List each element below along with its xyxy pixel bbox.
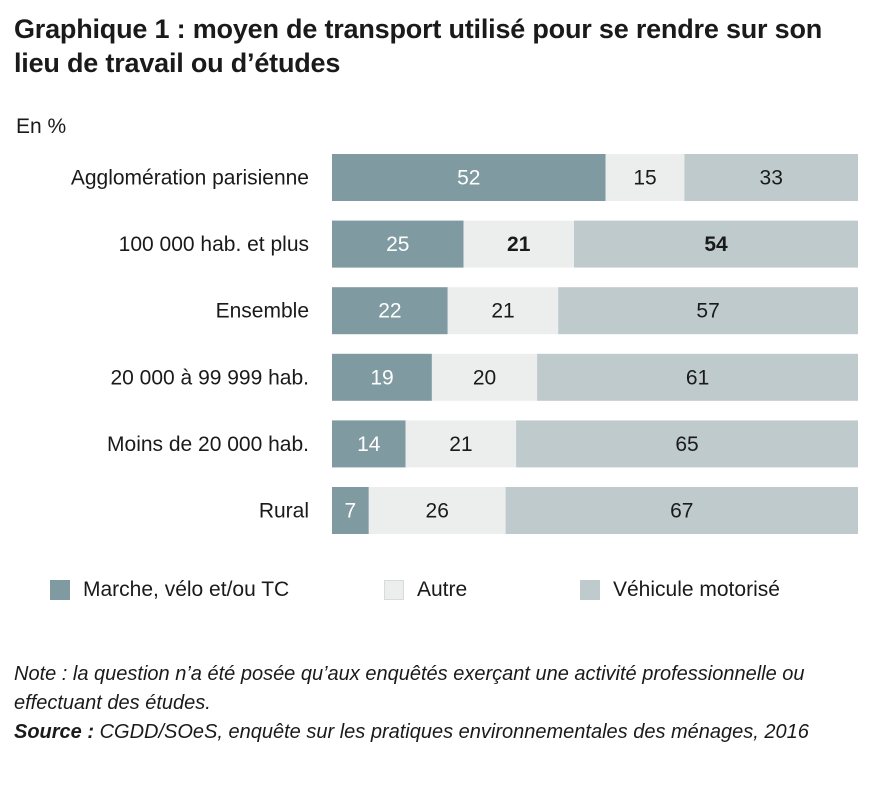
bar-segment-marche	[332, 420, 406, 468]
chart-title: Graphique 1 : moyen de transport utilisé…	[14, 14, 823, 78]
bar-segment-vehicule	[505, 487, 858, 534]
data-label-vehicule: 33	[760, 167, 783, 190]
data-label-autre: 21	[449, 433, 472, 456]
category-label: Rural	[259, 500, 309, 523]
notes: Note : la question n’a été posée qu’aux …	[14, 660, 859, 747]
data-label-autre: 21	[491, 300, 514, 323]
bar-segment-autre	[463, 220, 574, 268]
bar-segment-autre	[368, 487, 506, 534]
bar-segment-marche	[332, 353, 432, 401]
data-label-marche: 7	[345, 500, 357, 523]
data-label-autre: 20	[473, 366, 496, 389]
legend: Marche, vélo et/ou TC Autre Véhicule mot…	[0, 578, 870, 610]
data-label-vehicule: 61	[686, 366, 709, 389]
source-line: Source : CGDD/SOeS, enquête sur les prat…	[14, 718, 859, 747]
data-label-vehicule: 54	[704, 233, 728, 256]
data-label-marche: 25	[386, 233, 409, 256]
data-label-marche: 19	[370, 366, 393, 389]
legend-item-marche: Marche, vélo et/ou TC	[50, 578, 289, 602]
note-text: Note : la question n’a été posée qu’aux …	[14, 663, 805, 714]
category-label: Agglomération parisienne	[71, 167, 309, 190]
unit-label: En %	[16, 115, 67, 138]
data-label-autre: 15	[633, 167, 656, 190]
category-label: 20 000 à 99 999 hab.	[110, 366, 309, 389]
bar-segment-autre	[605, 154, 685, 201]
bar-segment-autre	[447, 287, 559, 335]
category-label: Ensemble	[216, 300, 309, 323]
bar-segment-vehicule	[684, 154, 858, 201]
legend-swatch-autre	[384, 580, 404, 600]
data-label-marche: 22	[378, 300, 401, 323]
legend-label-autre: Autre	[417, 578, 468, 601]
legend-swatch-marche	[50, 580, 70, 600]
legend-item-vehicule: Véhicule motorisé	[580, 578, 780, 602]
bar-segment-marche	[332, 287, 448, 335]
legend-swatch-vehicule	[580, 580, 600, 600]
legend-label-vehicule: Véhicule motorisé	[613, 578, 780, 601]
legend-item-autre: Autre	[384, 578, 467, 602]
data-label-vehicule: 57	[696, 300, 719, 323]
bar-segment-vehicule	[516, 420, 858, 468]
data-label-autre: 21	[507, 233, 531, 256]
source-label: Source :	[14, 721, 95, 743]
legend-label-marche: Marche, vélo et/ou TC	[83, 578, 290, 601]
category-label: Moins de 20 000 hab.	[107, 433, 309, 456]
bar-segment-marche	[332, 487, 369, 534]
data-label-marche: 14	[357, 433, 381, 456]
bar-segment-vehicule	[558, 287, 858, 335]
data-label-autre: 26	[426, 500, 449, 523]
bar-segment-marche	[332, 220, 464, 268]
bar-segment-marche	[332, 154, 606, 201]
bar-segment-vehicule	[537, 353, 858, 401]
bar-segment-autre	[431, 353, 538, 401]
bar-segment-autre	[405, 420, 517, 468]
data-label-vehicule: 67	[670, 500, 693, 523]
data-label-vehicule: 65	[675, 433, 698, 456]
stacked-bar-chart: Agglomération parisienne 52 15 33 100 000 ha…	[71, 154, 858, 534]
bar-segment-vehicule	[574, 220, 858, 268]
source-text: CGDD/SOeS, enquête sur les pratiques env…	[94, 721, 809, 743]
data-label-marche: 52	[457, 167, 480, 190]
category-label: 100 000 hab. et plus	[119, 233, 309, 256]
